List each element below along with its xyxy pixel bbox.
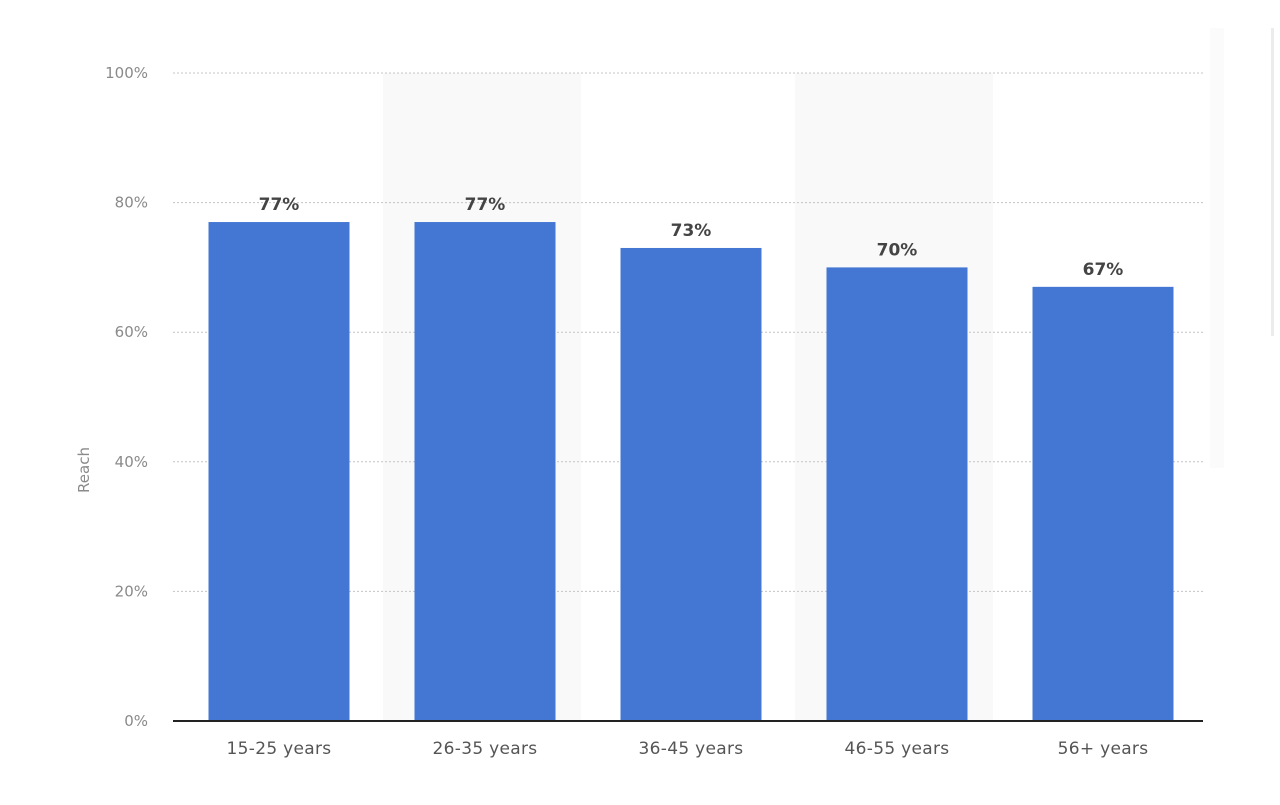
y-axis-title: Reach: [75, 447, 93, 493]
y-tick-label: 60%: [115, 323, 148, 341]
x-tick-label: 26-35 years: [433, 739, 538, 759]
y-tick-label: 80%: [115, 194, 148, 212]
value-label: 77%: [259, 195, 300, 215]
bars: [208, 222, 1174, 722]
y-tick-label: 100%: [105, 64, 148, 82]
y-tick-label: 0%: [124, 712, 148, 730]
bar: [208, 222, 350, 722]
value-label: 73%: [671, 221, 712, 241]
bar: [620, 247, 762, 721]
scrollbar-thumb[interactable]: [1271, 28, 1274, 336]
bar: [1032, 286, 1174, 721]
value-label: 77%: [465, 195, 506, 215]
x-axis-labels: 15-25 years 26-35 years 36-45 years 46-55 y…: [227, 739, 1149, 759]
x-tick-label: 56+ years: [1058, 739, 1149, 759]
value-label: 70%: [877, 240, 918, 260]
y-tick-label: 40%: [115, 453, 148, 471]
y-tick-label: 20%: [115, 582, 148, 600]
bar: [826, 267, 968, 721]
x-tick-label: 36-45 years: [639, 739, 744, 759]
y-axis-ticks: 0% 20% 40% 60% 80% 100%: [105, 64, 148, 730]
value-label: 67%: [1083, 260, 1124, 280]
x-tick-label: 46-55 years: [845, 739, 950, 759]
x-tick-label: 15-25 years: [227, 739, 332, 759]
side-panel-shade: [1210, 28, 1224, 468]
value-labels: 77% 77% 73% 70% 67%: [259, 195, 1124, 280]
bar: [414, 222, 556, 722]
